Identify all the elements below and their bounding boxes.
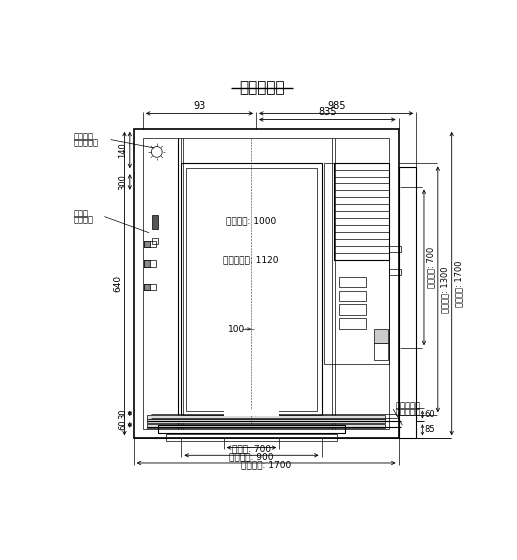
Text: 混凝土填充: 混凝土填充 [396, 402, 420, 410]
Bar [143, 138, 389, 429]
Text: 60: 60 [118, 419, 128, 430]
Bar [147, 424, 386, 428]
Text: 轿厢净深: 1300: 轿厢净深: 1300 [440, 266, 449, 312]
Text: 缆固定座: 缆固定座 [73, 215, 94, 224]
Text: 井道净宽: 1700: 井道净宽: 1700 [454, 260, 463, 307]
Bar [224, 410, 279, 416]
Bar [389, 246, 401, 252]
Bar [181, 164, 322, 416]
Text: 井道平面图: 井道平面图 [239, 80, 285, 95]
Bar [374, 343, 388, 360]
Bar [144, 283, 150, 290]
Bar [152, 215, 158, 229]
Text: 随行电: 随行电 [73, 209, 88, 218]
Text: 835: 835 [318, 108, 337, 117]
Bar [399, 167, 416, 438]
Bar [134, 129, 399, 438]
Bar [339, 318, 366, 329]
Bar [334, 164, 389, 260]
Bar [324, 164, 389, 363]
Text: 85: 85 [424, 426, 435, 435]
Bar [166, 435, 337, 441]
Bar [144, 241, 156, 248]
Text: 100: 100 [227, 324, 245, 334]
Text: 轿厢净宽: 1000: 轿厢净宽: 1000 [225, 217, 276, 226]
Bar [158, 425, 345, 433]
Bar [389, 269, 401, 275]
Text: 300: 300 [118, 174, 128, 190]
Text: 985: 985 [327, 101, 345, 111]
Text: 30: 30 [118, 408, 128, 419]
Bar [147, 416, 386, 419]
Text: 93: 93 [193, 101, 206, 111]
Text: 640: 640 [113, 275, 122, 292]
Text: 由客户自理: 由客户自理 [73, 138, 99, 147]
Text: 井道照明: 井道照明 [73, 132, 94, 141]
Bar [144, 260, 150, 267]
Bar [144, 283, 156, 290]
Text: 140: 140 [118, 142, 128, 158]
Text: 轿厢净宽: 700: 轿厢净宽: 700 [427, 247, 435, 288]
Bar [147, 419, 386, 423]
Text: 60: 60 [424, 410, 435, 419]
Bar [339, 305, 366, 315]
Text: 门洞宽度: 900: 门洞宽度: 900 [229, 452, 273, 461]
Bar [339, 277, 366, 287]
Text: 开间宽: 700: 开间宽: 700 [232, 445, 271, 454]
Text: 轿厢导轨距: 1120: 轿厢导轨距: 1120 [223, 255, 279, 264]
Text: 井道净宽: 1700: 井道净宽: 1700 [241, 460, 291, 469]
Text: 由客户自理: 由客户自理 [396, 408, 420, 417]
Bar [339, 291, 366, 301]
Bar [374, 329, 388, 343]
Bar [152, 238, 158, 244]
Bar [144, 241, 150, 248]
Bar [186, 168, 317, 410]
Bar [144, 260, 156, 267]
